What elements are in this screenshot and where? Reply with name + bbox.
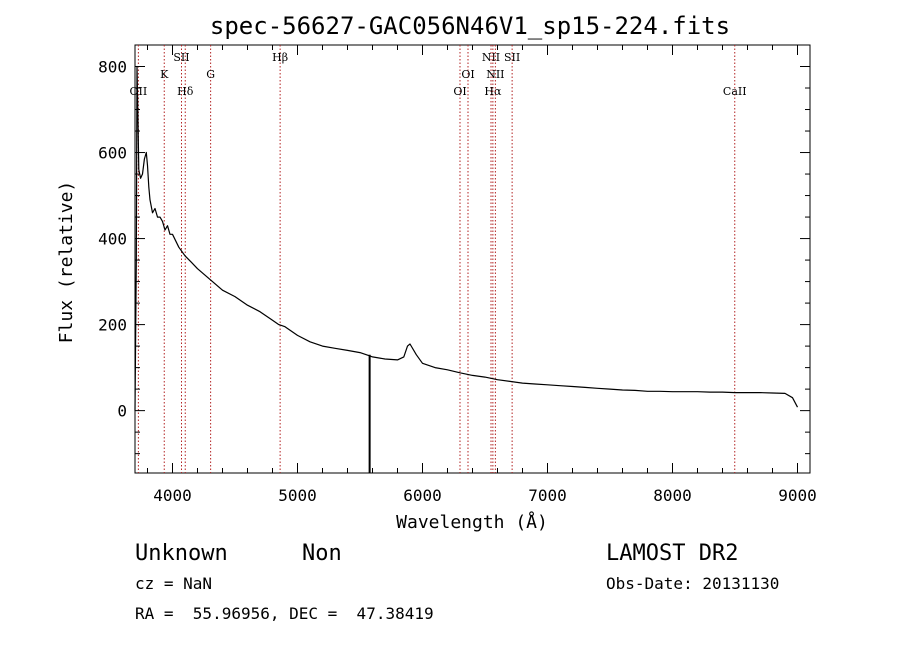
spectral-line-label: OI [461,68,474,81]
spectral-line-label: Hβ [272,51,288,64]
y-tick-label: 400 [98,230,127,249]
x-tick-label: 8000 [653,486,692,505]
x-tick-label: 9000 [778,486,817,505]
spectral-line-label: Hδ [177,85,194,98]
spectral-line-label: OI [453,85,466,98]
survey-label: LAMOST DR2 [606,541,738,566]
y-tick-label: 0 [117,402,127,421]
subclass-label: Non [302,541,342,566]
spectral-line-label: G [206,68,215,81]
chart-title: spec-56627-GAC056N46V1_sp15-224.fits [210,12,730,40]
coordinates-label: RA = 55.96956, DEC = 47.38419 [135,604,434,623]
spectral-line-label: SII [504,51,520,64]
spectral-line-label: NII [482,51,500,64]
x-tick-label: 7000 [528,486,567,505]
x-axis-label: Wavelength (Å) [396,511,548,533]
spectral-line-label: OII [130,85,148,98]
x-tick-label: 5000 [278,486,317,505]
axis-ticks: 4000 5000 6000 7000 8000 9000 0 200 400 600 800 [98,45,817,505]
redshift-label: cz = NaN [135,574,212,593]
y-axis-label: Flux (relative) [56,181,77,344]
y-tick-label: 600 [98,144,127,163]
spectrum-series [134,65,799,473]
spectral-line-label: CaII [723,85,747,98]
plot-frame [134,44,811,474]
x-tick-label: 6000 [403,486,442,505]
spectral-line-label: Hα [484,85,502,98]
y-tick-label: 800 [98,58,127,77]
x-tick-label: 4000 [153,486,192,505]
spectrum-line [134,65,799,411]
spectral-line-label: K [160,68,169,81]
class-label: Unknown [135,541,228,566]
spectral-line-label: SII [173,51,189,64]
obs-date-label: Obs-Date: 20131130 [606,574,779,593]
spectral-line-label: NII [486,68,504,81]
y-tick-label: 200 [98,316,127,335]
